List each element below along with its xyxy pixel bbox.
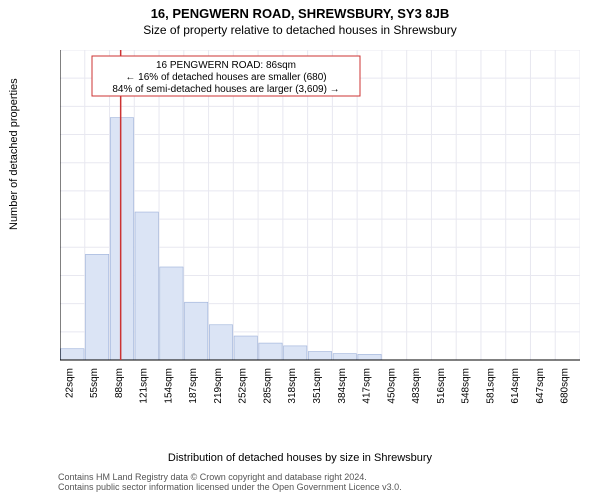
histogram-bar [86,254,109,360]
callout-line-2: ← 16% of detached houses are smaller (68… [125,72,326,83]
x-tick-label: 55sqm [89,368,100,398]
x-tick-label: 22sqm [64,368,75,398]
x-tick-label: 351sqm [312,368,323,404]
callout-line-1: 16 PENGWERN ROAD: 86sqm [156,60,296,71]
histogram-chart: 0200400600800100012001400160018002000220… [60,50,580,410]
x-tick-label: 88sqm [114,368,125,398]
x-tick-label: 417sqm [362,368,373,404]
footer-line-2: Contains public sector information licen… [58,482,402,492]
x-tick-label: 516sqm [436,368,447,404]
x-tick-label: 187sqm [188,368,199,404]
x-tick-label: 154sqm [163,368,174,404]
x-tick-label: 614sqm [510,368,521,404]
histogram-bar [110,118,133,360]
page-title: 16, PENGWERN ROAD, SHREWSBURY, SY3 8JB [0,0,600,21]
x-tick-label: 121sqm [139,368,150,404]
histogram-bar [61,349,84,360]
footer-line-1: Contains HM Land Registry data © Crown c… [58,472,402,482]
x-tick-label: 252sqm [238,368,249,404]
histogram-bar [333,354,356,360]
x-tick-label: 318sqm [287,368,298,404]
x-tick-label: 219sqm [213,368,224,404]
callout-line-3: 84% of semi-detached houses are larger (… [112,84,339,95]
x-tick-label: 548sqm [461,368,472,404]
histogram-bar [209,325,232,360]
x-axis-label: Distribution of detached houses by size … [0,452,600,464]
y-axis-label: Number of detached properties [8,78,20,230]
x-tick-label: 581sqm [485,368,496,404]
histogram-bar [308,352,331,360]
histogram-bar [234,336,257,360]
x-tick-label: 647sqm [535,368,546,404]
histogram-bar [135,212,158,360]
x-tick-label: 384sqm [337,368,348,404]
histogram-bar [259,343,282,360]
histogram-bar [358,354,381,360]
page-subtitle: Size of property relative to detached ho… [0,21,600,37]
histogram-bar [284,346,307,360]
histogram-bar [160,267,183,360]
histogram-bar [185,302,208,360]
x-tick-label: 450sqm [386,368,397,404]
x-tick-label: 285sqm [262,368,273,404]
x-tick-label: 483sqm [411,368,422,404]
footer-attribution: Contains HM Land Registry data © Crown c… [58,472,402,493]
x-tick-label: 680sqm [560,368,571,404]
